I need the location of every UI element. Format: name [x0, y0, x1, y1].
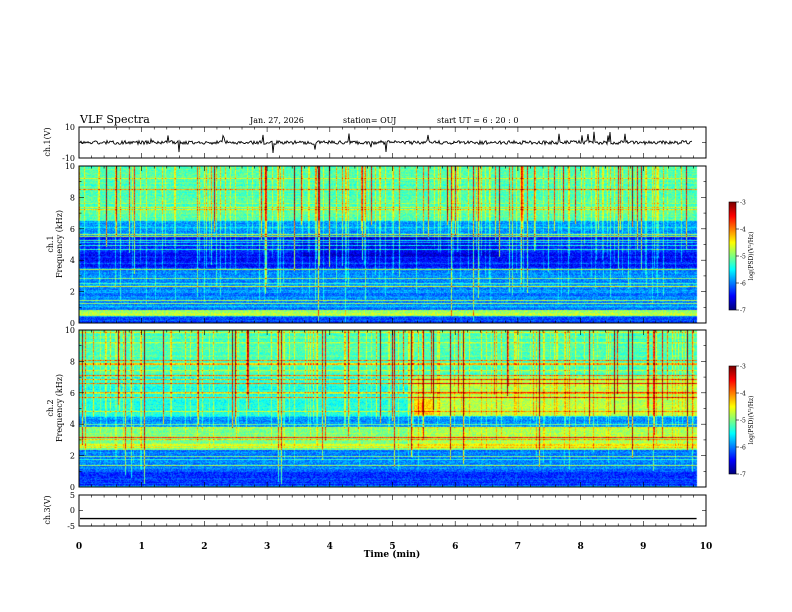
- ch3-waveform-panel: 5 0 -5 ch.3(V): [43, 491, 707, 531]
- x-tick-label: 7: [515, 542, 521, 552]
- ch1-channel-label: ch.1: [46, 235, 55, 252]
- ch1-ylabel: ch.1(V): [43, 127, 52, 156]
- colorbar-tick-label: -3: [740, 364, 746, 371]
- colorbar-tick-label: -7: [740, 308, 746, 315]
- ch1-spectrogram-ytick-labels: 0 2 4 6 8 10: [65, 162, 75, 328]
- ch2-colorbar-label: log(PSD)(V²/Hz): [748, 396, 755, 445]
- ch3-ytick-middle: 0: [70, 506, 75, 515]
- y-tick-label: 10: [65, 326, 75, 335]
- colorbar-tick-label: -6: [740, 445, 746, 452]
- x-axis-tick-labels: 0 1 2 3 4 5 6 7 8 9 10: [76, 542, 712, 552]
- y-tick-label: 0: [70, 483, 75, 492]
- ch1-spectrogram-panel: 0 2 4 6 8 10 ch.1 Frequency (kHz) -3 -4 -5 -6 -7 …: [46, 162, 755, 328]
- x-tick-label: 1: [139, 542, 145, 552]
- x-tick-label: 5: [389, 542, 395, 552]
- ch2-spectrogram-panel: 0 2 4 6 8 10 ch.2 Frequency (kHz) -3 -4 -5 -6 -7 …: [46, 326, 755, 492]
- y-tick-label: 2: [70, 288, 75, 297]
- ch1-frequency-label: Frequency (kHz): [55, 210, 64, 278]
- ch1-spectrogram-image: [79, 166, 706, 323]
- colorbar-tick-label: -5: [740, 418, 746, 425]
- ch1-spectrogram-ticks: [78, 165, 707, 324]
- colorbar-tick-label: -6: [740, 281, 746, 288]
- ch3-ylabel: ch.3(V): [43, 495, 52, 524]
- ch2-colorbar-ticks: -3 -4 -5 -6 -7: [736, 364, 746, 479]
- colorbar-tick-label: -7: [740, 472, 746, 479]
- ch2-colorbar-gradient: [729, 366, 736, 474]
- y-tick-label: 8: [70, 193, 75, 202]
- y-tick-label: 8: [70, 357, 75, 366]
- y-tick-label: 0: [70, 319, 75, 328]
- ch2-frequency-label: Frequency (kHz): [55, 374, 64, 442]
- y-tick-label: 6: [70, 225, 75, 234]
- ch2-spectrogram-ytick-labels: 0 2 4 6 8 10: [65, 326, 75, 492]
- colorbar-tick-label: -5: [740, 254, 746, 261]
- ch2-spectrogram-ticks: [78, 329, 707, 488]
- y-tick-label: 4: [70, 256, 75, 265]
- ch1-colorbar-label: log(PSD)(V²/Hz): [748, 232, 755, 281]
- ch1-waveform-ticks: [78, 126, 707, 159]
- figure-date: Jan. 27, 2026: [249, 116, 304, 125]
- x-tick-label: 2: [201, 542, 207, 552]
- y-tick-label: 4: [70, 420, 75, 429]
- y-tick-label: 10: [65, 162, 75, 171]
- colorbar-tick-label: -4: [740, 227, 746, 234]
- x-tick-label: 9: [640, 542, 646, 552]
- ch3-waveform-ticks: [78, 494, 707, 527]
- ch3-ytick-top: 5: [70, 491, 75, 500]
- figure-start-time: start UT = 6 : 20 : 0: [437, 116, 518, 125]
- x-tick-label: 4: [327, 542, 333, 552]
- ch1-waveform-panel: 10 -10 ch.1(V): [43, 123, 707, 163]
- y-tick-label: 2: [70, 452, 75, 461]
- figure-title: VLF Spectra: [79, 113, 150, 126]
- ch1-ytick-bottom: -10: [62, 154, 75, 163]
- ch1-waveform-trace: [79, 131, 693, 153]
- ch2-channel-label: ch.2: [46, 399, 55, 416]
- ch3-ytick-bottom: -5: [67, 522, 75, 531]
- figure-station: station= OUJ: [343, 116, 396, 125]
- x-tick-label: 8: [577, 542, 583, 552]
- ch2-colorbar: -3 -4 -5 -6 -7 log(PSD)(V²/Hz): [728, 364, 755, 479]
- x-tick-label: 0: [76, 542, 82, 552]
- ch1-colorbar-gradient: [729, 202, 736, 310]
- x-tick-label: 3: [264, 542, 270, 552]
- ch2-spectrogram-image: [79, 330, 706, 487]
- x-tick-label: 6: [452, 542, 458, 552]
- y-tick-label: 6: [70, 389, 75, 398]
- x-axis-label: Time (min): [364, 549, 421, 560]
- ch1-colorbar-ticks: -3 -4 -5 -6 -7: [736, 200, 746, 315]
- colorbar-tick-label: -3: [740, 200, 746, 207]
- x-tick-label: 10: [700, 542, 713, 552]
- ch1-ytick-top: 10: [65, 123, 75, 132]
- ch1-colorbar: -3 -4 -5 -6 -7 log(PSD)(V²/Hz): [728, 200, 755, 315]
- colorbar-tick-label: -4: [740, 391, 746, 398]
